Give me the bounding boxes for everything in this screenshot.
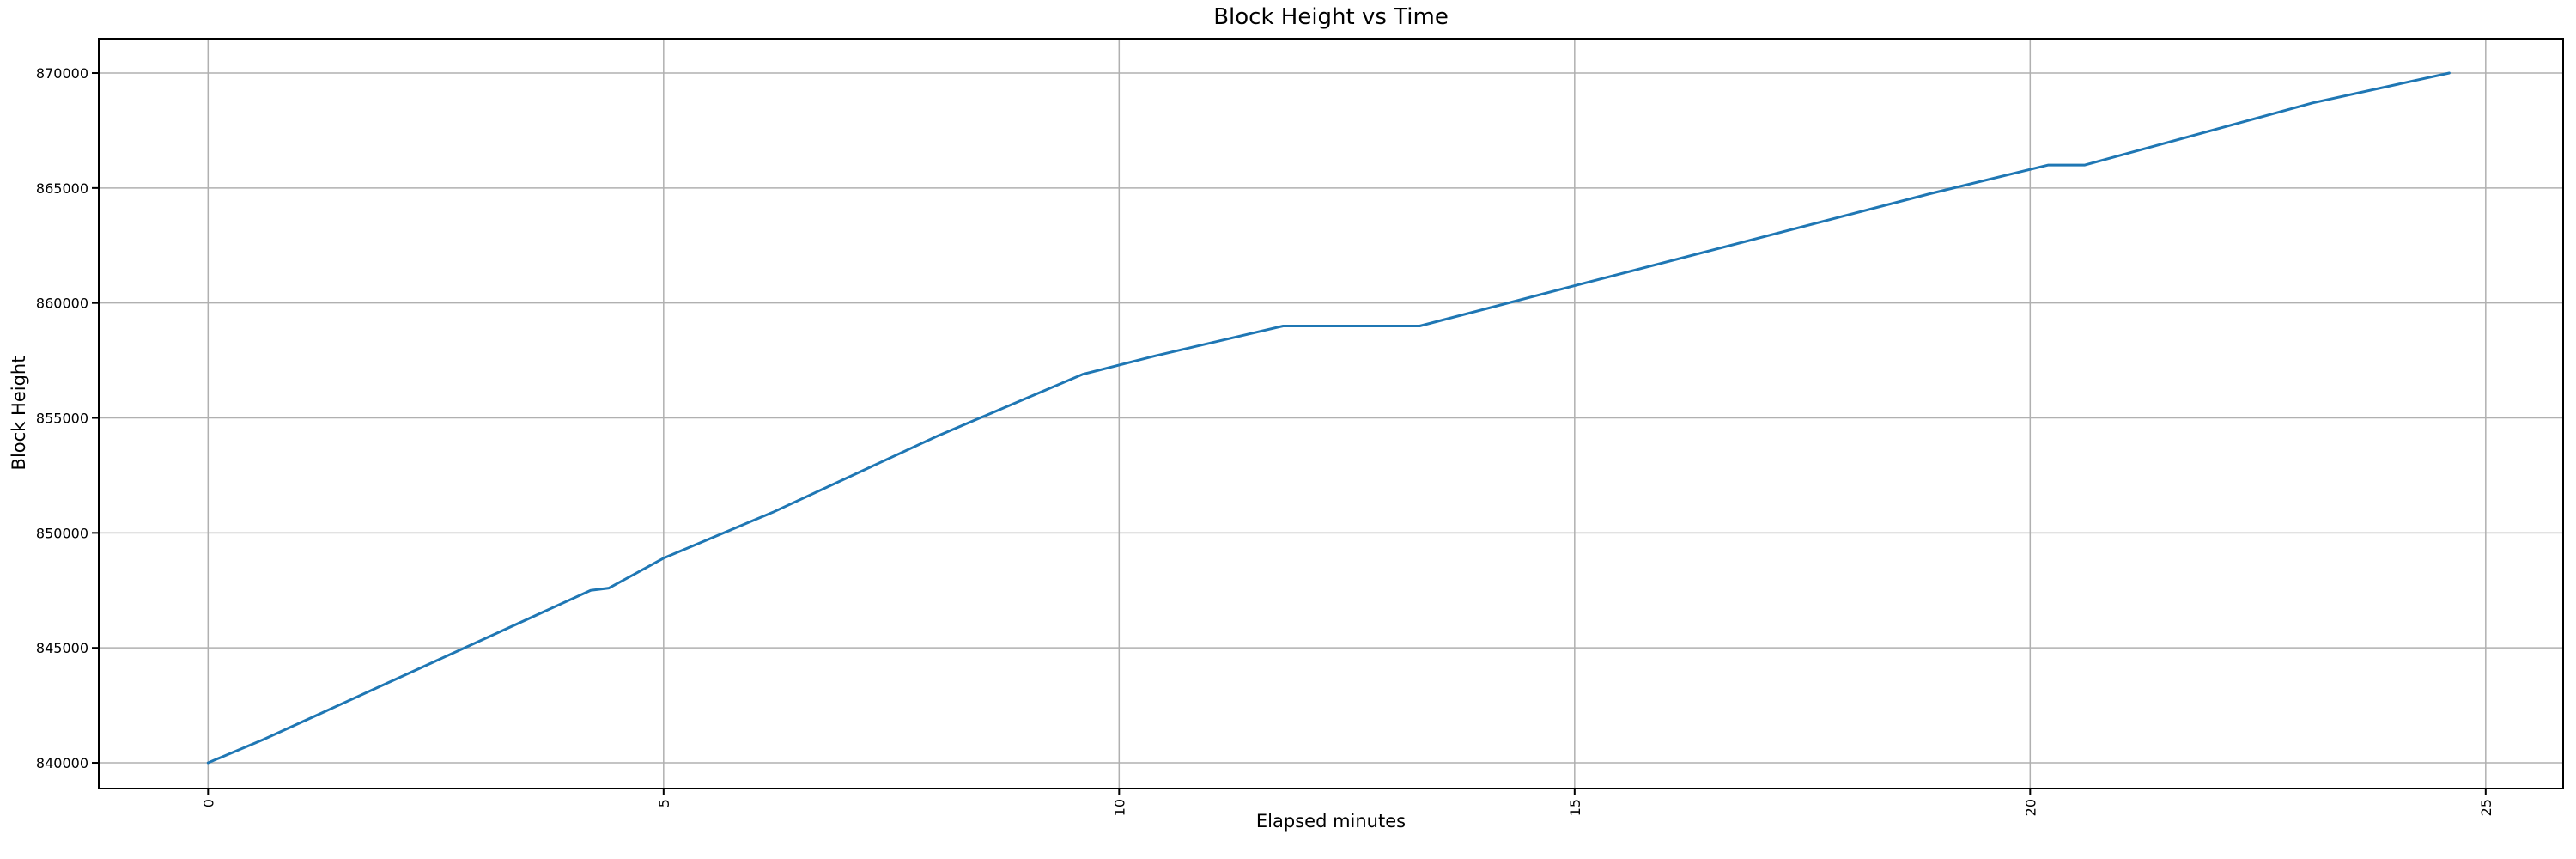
y-tick-label: 850000 — [36, 525, 88, 541]
x-tick-label: 20 — [2022, 799, 2038, 816]
x-axis-label: Elapsed minutes — [1255, 811, 1406, 832]
y-tick-label: 865000 — [36, 180, 88, 197]
y-tick-label: 845000 — [36, 640, 88, 656]
x-tick-label: 5 — [656, 799, 672, 807]
y-tick-label: 860000 — [36, 295, 88, 312]
series-line — [206, 71, 2451, 765]
x-tick-label: 10 — [1111, 799, 1127, 816]
y-tick-label: 840000 — [36, 755, 88, 771]
x-tick-label: 25 — [2478, 799, 2494, 816]
plot-border — [98, 38, 2564, 789]
chart-title: Block Height vs Time — [1213, 4, 1449, 30]
y-tick-label: 870000 — [36, 65, 88, 82]
x-tick-label: 0 — [200, 799, 216, 807]
x-tick-label: 15 — [1567, 799, 1583, 816]
y-tick-label: 855000 — [36, 411, 88, 427]
y-axis-label: Block Height — [9, 356, 29, 471]
